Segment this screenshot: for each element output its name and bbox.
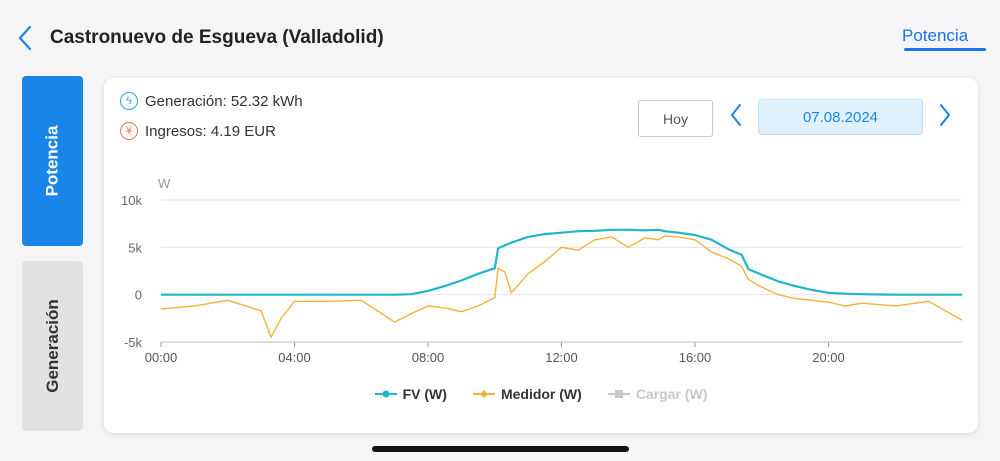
power-line-chart: 10k 5k 0 -5k W 00:00 04:00 08:00 12:00 16:00 20:00 [121,176,963,365]
side-tab-label: Potencia [42,125,62,197]
previous-day-chevron-icon[interactable] [724,100,748,130]
legend-cargar-label: Cargar (W) [635,386,708,402]
legend-item-cargar[interactable]: Cargar (W) [607,386,708,402]
lightning-icon: ϟ [120,92,138,110]
back-chevron-icon[interactable] [14,24,38,52]
currency-icon: ¥ [120,122,138,140]
x-tick-label: 00:00 [145,350,178,365]
generation-label: Generación: [145,92,227,110]
y-tick-label: 10k [121,193,142,208]
date-picker[interactable]: 07.08.2024 [758,99,923,135]
legend-item-medidor[interactable]: Medidor (W) [472,386,582,402]
tab-potencia[interactable]: Potencia [902,26,969,45]
y-tick-label: -5k [124,335,143,350]
header-bar: Castronuevo de Esgueva (Valladolid) Pote… [0,0,1000,70]
home-indicator [372,446,629,452]
side-tab-label: Generación [42,299,62,393]
side-tab-potencia[interactable]: Potencia [22,76,83,246]
legend-fv-marker-icon [374,390,397,398]
series-line-fv [161,228,962,296]
y-tick-label: 0 [135,288,142,303]
x-tick-label: 04:00 [278,350,311,365]
legend-medidor-marker-icon [472,390,495,398]
generation-stat: ϟ Generación: 52.32 kWh [120,92,303,110]
x-tick-label: 20:00 [812,350,845,365]
legend-medidor-label: Medidor (W) [500,386,582,402]
x-tick-label: 08:00 [412,350,445,365]
today-button[interactable]: Hoy [638,100,713,137]
side-tab-generacion[interactable]: Generación [22,261,83,431]
series-line-medidor [160,235,963,338]
page-title: Castronuevo de Esgueva (Valladolid) [50,27,384,48]
income-value: 4.19 EUR [210,122,276,140]
chart-card: ϟ Generación: 52.32 kWh ¥ Ingresos: 4.19… [104,78,978,433]
income-label: Ingresos: [145,122,207,140]
x-tick-label: 16:00 [679,350,712,365]
y-axis-label: W [158,176,171,191]
legend-item-fv[interactable]: FV (W) [374,386,447,402]
x-tick-label: 12:00 [545,350,578,365]
y-tick-label: 5k [128,240,142,255]
generation-value: 52.32 kWh [230,92,303,110]
income-stat: ¥ Ingresos: 4.19 EUR [120,122,276,140]
legend-cargar-marker-icon [607,390,630,398]
legend-fv-label: FV (W) [402,386,447,402]
next-day-chevron-icon[interactable] [933,100,957,130]
chart-legend: FV (W) Medidor (W) Cargar (W) [104,386,978,402]
tab-active-indicator [904,48,986,51]
